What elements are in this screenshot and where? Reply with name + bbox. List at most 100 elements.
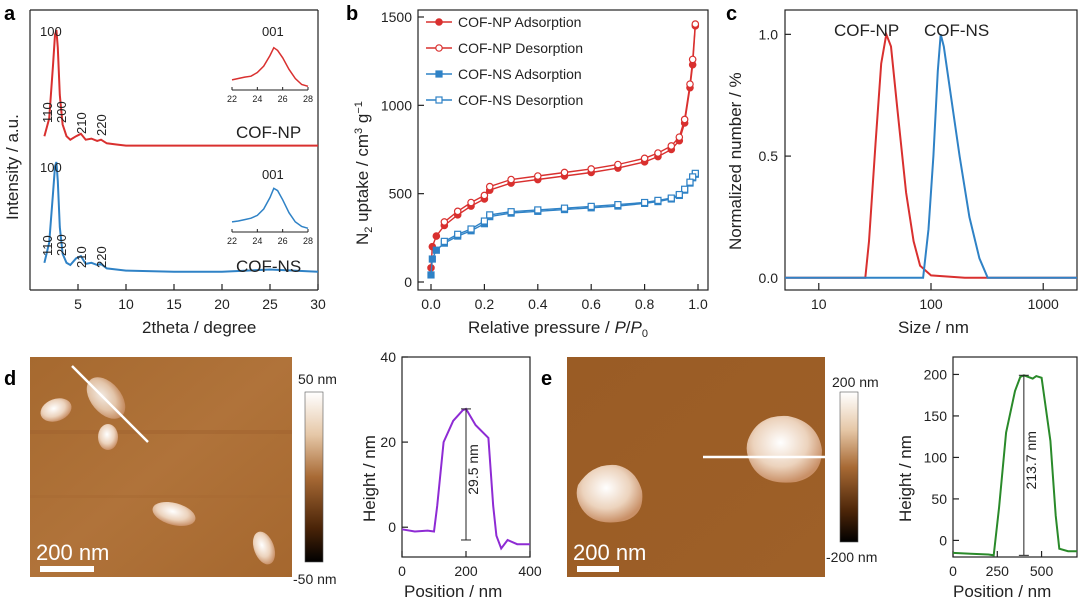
b-marker xyxy=(560,204,569,212)
b-y-axis-label: N2 uptake / cm3 g−1 xyxy=(353,101,375,245)
panel-label-c: c xyxy=(726,3,737,25)
b-marker xyxy=(680,115,689,124)
d-colorbar-min: -50 nm xyxy=(293,571,337,587)
a-inset-tick-label: 22 xyxy=(227,94,237,104)
b-y-tick-label: 500 xyxy=(389,186,413,202)
b-marker xyxy=(654,149,662,157)
panel-b: b 0.0 0.2 0.4 0.6 0.8 1.0 0 500 1000 1500 COF-NP … xyxy=(346,3,709,340)
d-scalebar-label: 200 nm xyxy=(36,540,109,565)
b-marker xyxy=(440,237,448,245)
b-legend-label: COF-NP Adsorption xyxy=(458,14,581,30)
b-legend: COF-NP Adsorption COF-NP Desorption COF-NS… xyxy=(426,14,583,108)
d-particle-4 xyxy=(152,501,196,527)
b-marker xyxy=(667,194,675,202)
b-marker xyxy=(427,271,435,279)
a-ns-peak-100: 100 xyxy=(40,160,62,175)
d-height-annotation: 29.5 nm xyxy=(461,408,481,541)
a-x-tick-label: 15 xyxy=(166,296,182,312)
e-x-tick-label: 250 xyxy=(986,563,1010,579)
a-np-peak-210: 210 xyxy=(74,112,89,134)
d-annotation-label: 29.5 nm xyxy=(465,444,481,495)
b-marker xyxy=(467,198,475,207)
panel-label-a: a xyxy=(4,3,16,25)
d-y-tick-label: 20 xyxy=(380,434,396,450)
b-marker xyxy=(640,198,649,207)
c-x-axis-label: Size / nm xyxy=(898,318,969,337)
b-marker xyxy=(587,165,596,173)
e-plot-frame xyxy=(952,356,1078,558)
b-marker xyxy=(485,182,494,191)
b-x-tick-label: 0.0 xyxy=(421,296,441,312)
b-y-tick-label: 0 xyxy=(404,274,412,290)
b-legend-label: COF-NS Adsorption xyxy=(458,66,582,82)
b-legend-label: COF-NP Desorption xyxy=(458,40,583,56)
a-x-tick-label: 10 xyxy=(118,296,134,312)
e-particle-1 xyxy=(576,464,643,523)
b-marker xyxy=(435,18,443,26)
a-cof-ns-pattern xyxy=(43,161,319,273)
b-x-tick-label: 0.6 xyxy=(581,296,601,312)
b-marker xyxy=(640,154,649,163)
a-label-cof-np: COF-NP xyxy=(236,123,301,142)
b-marker xyxy=(435,70,443,78)
d-x-tick-label: 400 xyxy=(518,563,542,579)
e-colorbar xyxy=(839,391,859,543)
c-y-axis-label: Normalized number / % xyxy=(726,72,745,250)
panel-a: a 5 10 15 20 25 30 2theta / degree Intensity … xyxy=(3,3,326,337)
a-inset-tick-label: 28 xyxy=(303,236,313,246)
c-size-distribution xyxy=(785,34,1077,279)
c-label-cof-ns: COF-NS xyxy=(924,21,989,40)
d-y-tick-label: 40 xyxy=(380,349,396,365)
b-marker xyxy=(435,44,443,52)
b-marker xyxy=(486,211,494,219)
a-inset-pattern xyxy=(231,187,309,230)
b-marker xyxy=(686,80,694,88)
e-height-annotation: 213.7 nm xyxy=(1018,374,1039,556)
e-y-tick-label: 200 xyxy=(924,366,948,382)
b-marker xyxy=(675,190,683,199)
c-label-cof-np: COF-NP xyxy=(834,21,899,40)
a-ns-peak-220: 220 xyxy=(94,246,109,268)
b-marker xyxy=(453,207,462,216)
a-inset-tick-label: 24 xyxy=(252,236,262,246)
c-x-tick-label: 10 xyxy=(811,296,827,312)
b-x-tick-label: 0.2 xyxy=(475,296,495,312)
a-x-tick-label: 5 xyxy=(74,296,82,312)
d-particle-1 xyxy=(40,398,72,422)
b-series-line xyxy=(444,172,696,243)
a-x-tick-label: 30 xyxy=(310,296,326,312)
e-x-axis-label: Position / nm xyxy=(953,582,1051,601)
c-y-tick-label: 1.0 xyxy=(759,26,779,42)
e-y-tick-label: 50 xyxy=(931,491,947,507)
a-inset-ns-peak-001: 001 xyxy=(262,167,284,182)
e-ticks: 0 250 500 0 50 100 150 200 xyxy=(924,366,1054,579)
a-x-tick-label: 20 xyxy=(214,296,230,312)
e-y-tick-label: 0 xyxy=(939,532,947,548)
c-x-tick-label: 100 xyxy=(919,296,943,312)
b-marker xyxy=(440,218,449,226)
d-profile-line xyxy=(71,365,149,443)
b-marker xyxy=(691,20,700,28)
b-marker xyxy=(654,196,662,204)
a-cof-np-pattern xyxy=(43,29,318,147)
e-y-tick-label: 100 xyxy=(924,449,948,465)
a-inset-tick-label: 22 xyxy=(227,236,237,246)
panel-label-d: d xyxy=(4,368,16,390)
d-scalebar xyxy=(40,566,94,572)
a-np-peak-200: 200 xyxy=(54,101,69,123)
b-marker xyxy=(432,246,440,254)
a-y-axis-label: Intensity / a.u. xyxy=(3,114,22,220)
e-colorbar-max: 200 nm xyxy=(832,374,879,390)
d-y-tick-label: 0 xyxy=(388,519,396,535)
b-x-tick-label: 0.8 xyxy=(635,296,655,312)
d-x-tick-label: 0 xyxy=(398,563,406,579)
b-marker xyxy=(587,202,595,210)
e-scalebar xyxy=(577,566,619,572)
a-ns-peak-210: 210 xyxy=(74,246,89,268)
b-marker xyxy=(533,172,542,180)
a-np-peak-100: 100 xyxy=(40,24,62,39)
b-x-tick-label: 0.4 xyxy=(528,296,548,312)
b-y-tick-label: 1000 xyxy=(381,97,412,113)
panel-c: c 10 100 1000 0.0 0.5 1.0 COF-NP COF-NS Size … xyxy=(726,3,1078,337)
